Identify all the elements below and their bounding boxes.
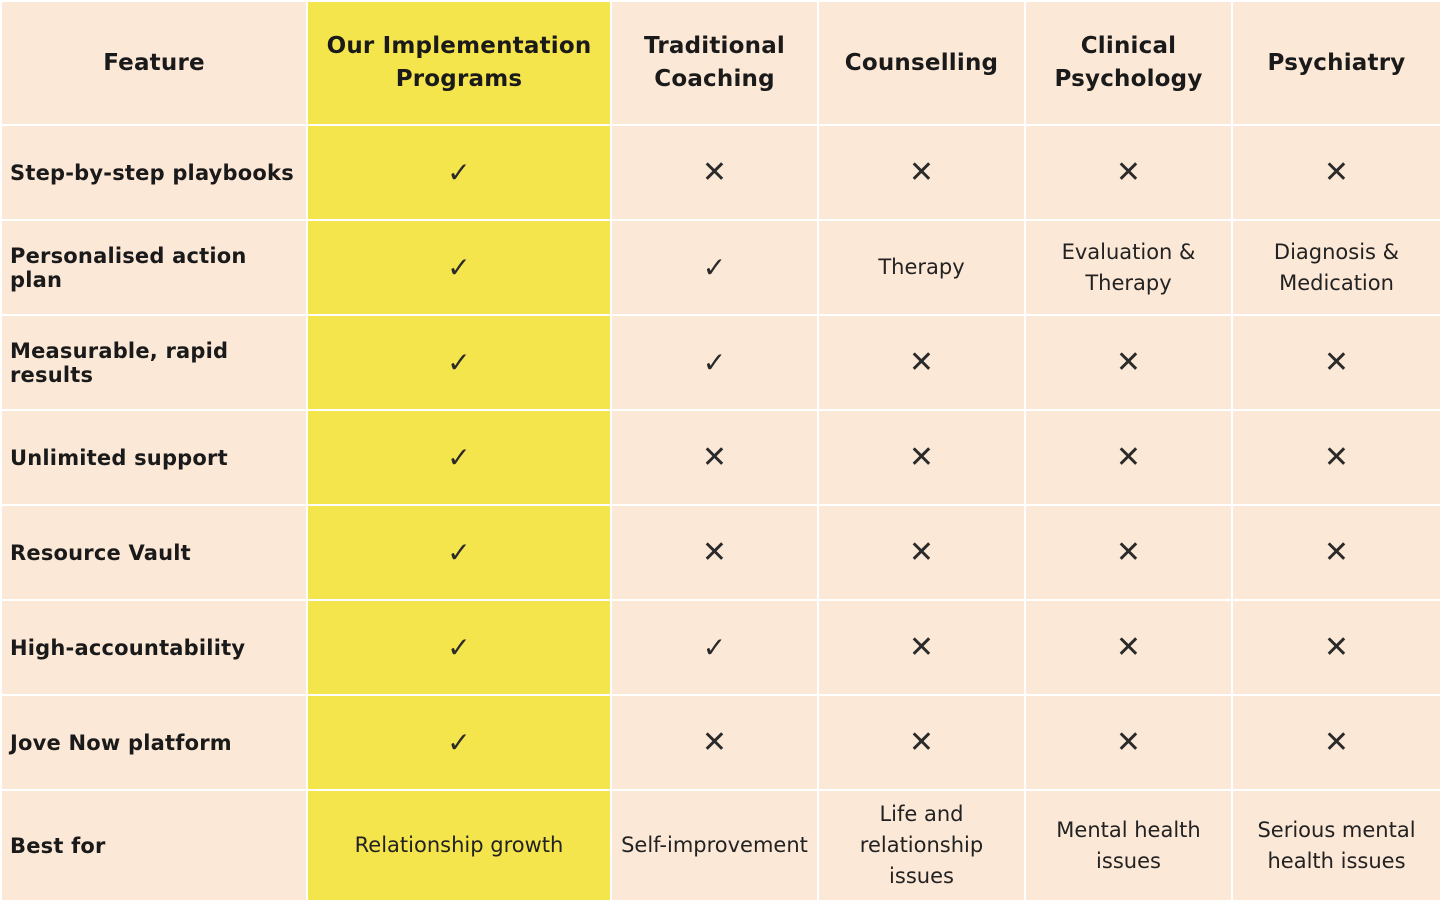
- feature-label: Personalised action plan: [0, 219, 308, 316]
- cross-icon: ✕: [1115, 534, 1142, 570]
- table-row: Step-by-step playbooks ✓ ✕ ✕ ✕ ✕: [0, 124, 1440, 221]
- checkmark-icon: ✓: [447, 155, 471, 189]
- column-header-psychiatry: Psychiatry: [1231, 0, 1440, 126]
- cell-clinical-psychology: Mental health issues: [1024, 789, 1233, 902]
- table-row: Measurable, rapid results ✓ ✓ ✕ ✕ ✕: [0, 314, 1440, 411]
- table-row: Resource Vault ✓ ✕ ✕ ✕ ✕: [0, 504, 1440, 601]
- cell-clinical-psychology: ✕: [1024, 599, 1233, 696]
- cell-traditional-coaching: ✓: [610, 599, 819, 696]
- cross-icon: ✕: [1323, 439, 1350, 475]
- cross-icon: ✕: [908, 629, 935, 665]
- checkmark-icon: ✓: [702, 345, 727, 379]
- feature-label: Resource Vault: [0, 504, 308, 601]
- cross-icon: ✕: [1115, 154, 1142, 190]
- checkmark-icon: ✓: [447, 535, 471, 569]
- feature-label: Step-by-step playbooks: [0, 124, 308, 221]
- cross-icon: ✕: [908, 344, 935, 380]
- cell-our-implementation-programs: ✓: [306, 409, 612, 506]
- cross-icon: ✕: [1323, 724, 1350, 760]
- cell-clinical-psychology: Evaluation & Therapy: [1024, 219, 1233, 316]
- cell-traditional-coaching: ✓: [610, 219, 819, 316]
- checkmark-icon: ✓: [447, 250, 471, 284]
- checkmark-icon: ✓: [447, 440, 471, 474]
- cell-counselling: Life and relationship issues: [817, 789, 1026, 902]
- cross-icon: ✕: [1115, 439, 1142, 475]
- table-row: High-accountability ✓ ✓ ✕ ✕ ✕: [0, 599, 1440, 696]
- feature-label: Unlimited support: [0, 409, 308, 506]
- cell-our-implementation-programs: ✓: [306, 124, 612, 221]
- cell-psychiatry: ✕: [1231, 694, 1440, 791]
- column-header-traditional-coaching: Traditional Coaching: [610, 0, 819, 126]
- feature-label: Measurable, rapid results: [0, 314, 308, 411]
- cell-our-implementation-programs: ✓: [306, 694, 612, 791]
- cell-counselling: ✕: [817, 599, 1026, 696]
- cross-icon: ✕: [1323, 344, 1350, 380]
- cell-traditional-coaching: ✕: [610, 694, 819, 791]
- cross-icon: ✕: [1323, 534, 1350, 570]
- cell-counselling: ✕: [817, 124, 1026, 221]
- cross-icon: ✕: [908, 154, 935, 190]
- header-row: Feature Our Implementation Programs Trad…: [0, 0, 1440, 126]
- cross-icon: ✕: [1115, 724, 1142, 760]
- cell-counselling: ✕: [817, 504, 1026, 601]
- cell-psychiatry: ✕: [1231, 504, 1440, 601]
- cell-our-implementation-programs: ✓: [306, 599, 612, 696]
- checkmark-icon: ✓: [447, 345, 471, 379]
- cell-clinical-psychology: ✕: [1024, 314, 1233, 411]
- column-header-our-implementation-programs: Our Implementation Programs: [306, 0, 612, 126]
- cell-psychiatry: ✕: [1231, 314, 1440, 411]
- cell-clinical-psychology: ✕: [1024, 409, 1233, 506]
- feature-label: Best for: [0, 789, 308, 902]
- checkmark-icon: ✓: [447, 725, 471, 759]
- cell-psychiatry: Serious mental health issues: [1231, 789, 1440, 902]
- cell-traditional-coaching: ✕: [610, 504, 819, 601]
- cell-counselling: ✕: [817, 409, 1026, 506]
- cell-psychiatry: ✕: [1231, 599, 1440, 696]
- cross-icon: ✕: [908, 439, 935, 475]
- cross-icon: ✕: [701, 724, 728, 760]
- cell-psychiatry: Diagnosis & Medication: [1231, 219, 1440, 316]
- cell-psychiatry: ✕: [1231, 409, 1440, 506]
- feature-label: Jove Now platform: [0, 694, 308, 791]
- cross-icon: ✕: [1323, 629, 1350, 665]
- cell-our-implementation-programs: ✓: [306, 219, 612, 316]
- cross-icon: ✕: [701, 439, 728, 475]
- cross-icon: ✕: [1115, 344, 1142, 380]
- table-row: Best for Relationship growth Self-improvem…: [0, 789, 1440, 902]
- cell-our-implementation-programs: ✓: [306, 314, 612, 411]
- cell-our-implementation-programs: ✓: [306, 504, 612, 601]
- cell-our-implementation-programs: Relationship growth: [306, 789, 612, 902]
- cell-traditional-coaching: ✕: [610, 124, 819, 221]
- cell-clinical-psychology: ✕: [1024, 694, 1233, 791]
- column-header-clinical-psychology: Clinical Psychology: [1024, 0, 1233, 126]
- checkmark-icon: ✓: [702, 250, 727, 284]
- cell-counselling: ✕: [817, 694, 1026, 791]
- cross-icon: ✕: [701, 154, 728, 190]
- checkmark-icon: ✓: [702, 630, 727, 664]
- cell-clinical-psychology: ✕: [1024, 124, 1233, 221]
- feature-label: High-accountability: [0, 599, 308, 696]
- table-row: Personalised action plan ✓ ✓ Therapy Evaluat…: [0, 219, 1440, 316]
- cross-icon: ✕: [701, 534, 728, 570]
- column-header-feature: Feature: [0, 0, 308, 126]
- table-row: Jove Now platform ✓ ✕ ✕ ✕ ✕: [0, 694, 1440, 791]
- table-body: Step-by-step playbooks ✓ ✕ ✕ ✕ ✕ Personalised …: [0, 124, 1440, 902]
- cell-traditional-coaching: ✕: [610, 409, 819, 506]
- cell-counselling: Therapy: [817, 219, 1026, 316]
- cell-traditional-coaching: Self-improvement: [610, 789, 819, 902]
- column-header-counselling: Counselling: [817, 0, 1026, 126]
- cross-icon: ✕: [908, 724, 935, 760]
- table-row: Unlimited support ✓ ✕ ✕ ✕ ✕: [0, 409, 1440, 506]
- cross-icon: ✕: [1115, 629, 1142, 665]
- checkmark-icon: ✓: [447, 630, 471, 664]
- cross-icon: ✕: [908, 534, 935, 570]
- cell-traditional-coaching: ✓: [610, 314, 819, 411]
- cell-counselling: ✕: [817, 314, 1026, 411]
- cross-icon: ✕: [1323, 154, 1350, 190]
- cell-psychiatry: ✕: [1231, 124, 1440, 221]
- cell-clinical-psychology: ✕: [1024, 504, 1233, 601]
